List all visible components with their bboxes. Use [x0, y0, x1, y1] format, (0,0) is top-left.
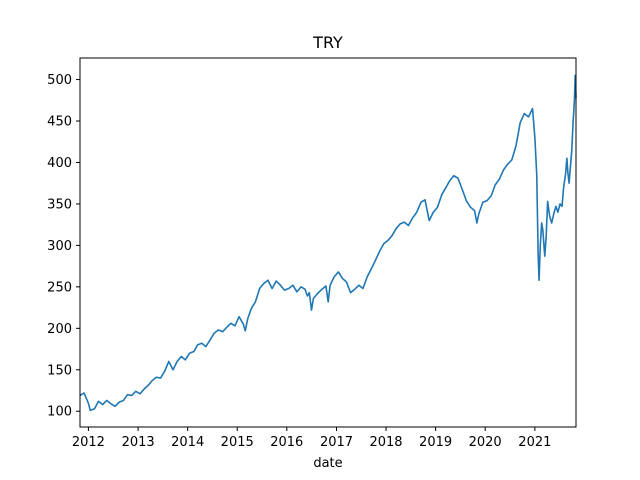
y-tick-label: 100 — [47, 405, 72, 420]
series-line-0 — [79, 74, 577, 412]
y-tick-label: 200 — [47, 322, 72, 337]
x-tick-label: 2019 — [419, 435, 452, 450]
x-tick-label: 2021 — [518, 435, 551, 450]
y-tick-label: 500 — [47, 73, 72, 88]
x-tick-label: 2012 — [72, 435, 105, 450]
x-axis: 2012 2013 2014 2015 2016 2017 2018 2019 2020 2021 — [72, 427, 551, 450]
x-tick-label: 2017 — [320, 435, 353, 450]
x-tick-label: 2018 — [369, 435, 402, 450]
x-tick-label: 2015 — [221, 435, 254, 450]
y-tick-label: 450 — [47, 115, 72, 130]
y-tick-label: 250 — [47, 280, 72, 295]
y-tick-label: 300 — [47, 239, 72, 254]
x-axis-label: date — [313, 456, 342, 471]
plot-area — [79, 74, 577, 412]
x-tick-label: 2014 — [171, 435, 204, 450]
x-tick-label: 2013 — [122, 435, 155, 450]
y-axis: 100 150 200 250 300 350 400 450 500 — [47, 73, 80, 420]
chart-title: TRY — [312, 33, 343, 52]
x-tick-label: 2016 — [270, 435, 303, 450]
x-tick-label: 2020 — [469, 435, 502, 450]
plot-frame — [79, 57, 577, 428]
y-tick-label: 350 — [47, 197, 72, 212]
y-tick-label: 400 — [47, 156, 72, 171]
y-tick-label: 150 — [47, 363, 72, 378]
